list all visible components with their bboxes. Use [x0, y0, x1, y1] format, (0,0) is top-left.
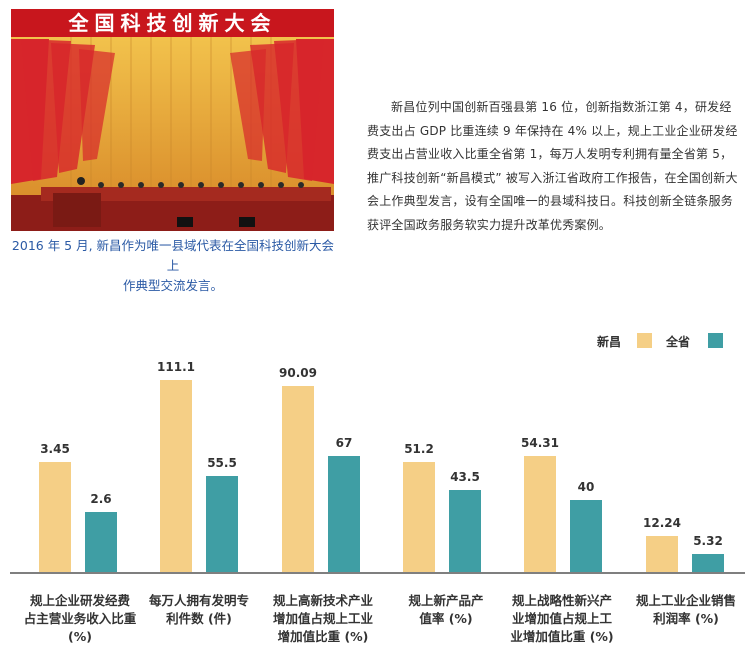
- category-label: 规上工业企业销售 利润率 (%): [635, 593, 736, 626]
- legend-label-province: 全省: [666, 335, 691, 349]
- bar-xinchang: [524, 456, 556, 572]
- data-label: 111.1: [157, 360, 195, 374]
- data-label: 55.5: [207, 456, 237, 470]
- conference-photo: 全国科技创新大会: [11, 9, 334, 231]
- caption-line-1: 2016 年 5 月, 新昌作为唯一县域代表在全国科技创新大会上: [11, 238, 335, 273]
- intro-paragraph: 新昌位列中国创新百强县第 16 位，创新指数浙江第 4，研发经费支出占 GDP …: [367, 100, 738, 232]
- bar-xinchang: [646, 536, 678, 572]
- data-label: 54.31: [521, 436, 559, 450]
- data-label: 40: [578, 480, 595, 494]
- bar-xinchang: [282, 386, 314, 572]
- photo-caption: 2016 年 5 月, 新昌作为唯一县域代表在全国科技创新大会上 作典型交流发言…: [10, 236, 336, 296]
- bar-province: [449, 490, 481, 572]
- legend-swatch-province: [708, 333, 723, 348]
- bar-province: [85, 512, 117, 572]
- caption-line-2: 作典型交流发言。: [122, 278, 223, 293]
- bar-chart: 3.45 2.6 111.1 55.5 90.09 67 51.2 43.5 54.31 40 12…: [10, 360, 745, 574]
- category-label: 规上新产品产 值率 (%): [408, 593, 484, 626]
- bar-xinchang: [403, 462, 435, 572]
- category-label: 规上战略性新兴产 业增加值占规上工 业增加值比重 (%): [510, 593, 614, 644]
- data-label: 2.6: [90, 492, 111, 506]
- banner-text: 全国科技创新大会: [68, 11, 277, 35]
- data-label: 90.09: [279, 366, 317, 380]
- category-label: 规上高新技术产业 增加值占规上工业 增加值比重 (%): [272, 593, 373, 644]
- bar-xinchang: [39, 462, 71, 572]
- data-label: 5.32: [693, 534, 723, 548]
- data-label: 51.2: [404, 442, 434, 456]
- bar-province: [692, 554, 724, 572]
- data-label: 67: [336, 436, 353, 450]
- bar-xinchang: [160, 380, 192, 572]
- bar-province: [328, 456, 360, 572]
- data-label: 43.5: [450, 470, 480, 484]
- legend-swatch-xinchang: [637, 333, 652, 348]
- legend-label-xinchang: 新昌: [597, 335, 622, 349]
- category-label: 每万人拥有发明专 利件数 (件): [148, 593, 249, 626]
- bar-province: [570, 500, 602, 572]
- data-label: 3.45: [40, 442, 70, 456]
- chart-legend: 新昌 全省: [597, 333, 747, 351]
- data-label: 12.24: [643, 516, 681, 530]
- bar-province: [206, 476, 238, 572]
- category-label: 规上企业研发经费 占主营业务收入比重 (%): [23, 593, 137, 644]
